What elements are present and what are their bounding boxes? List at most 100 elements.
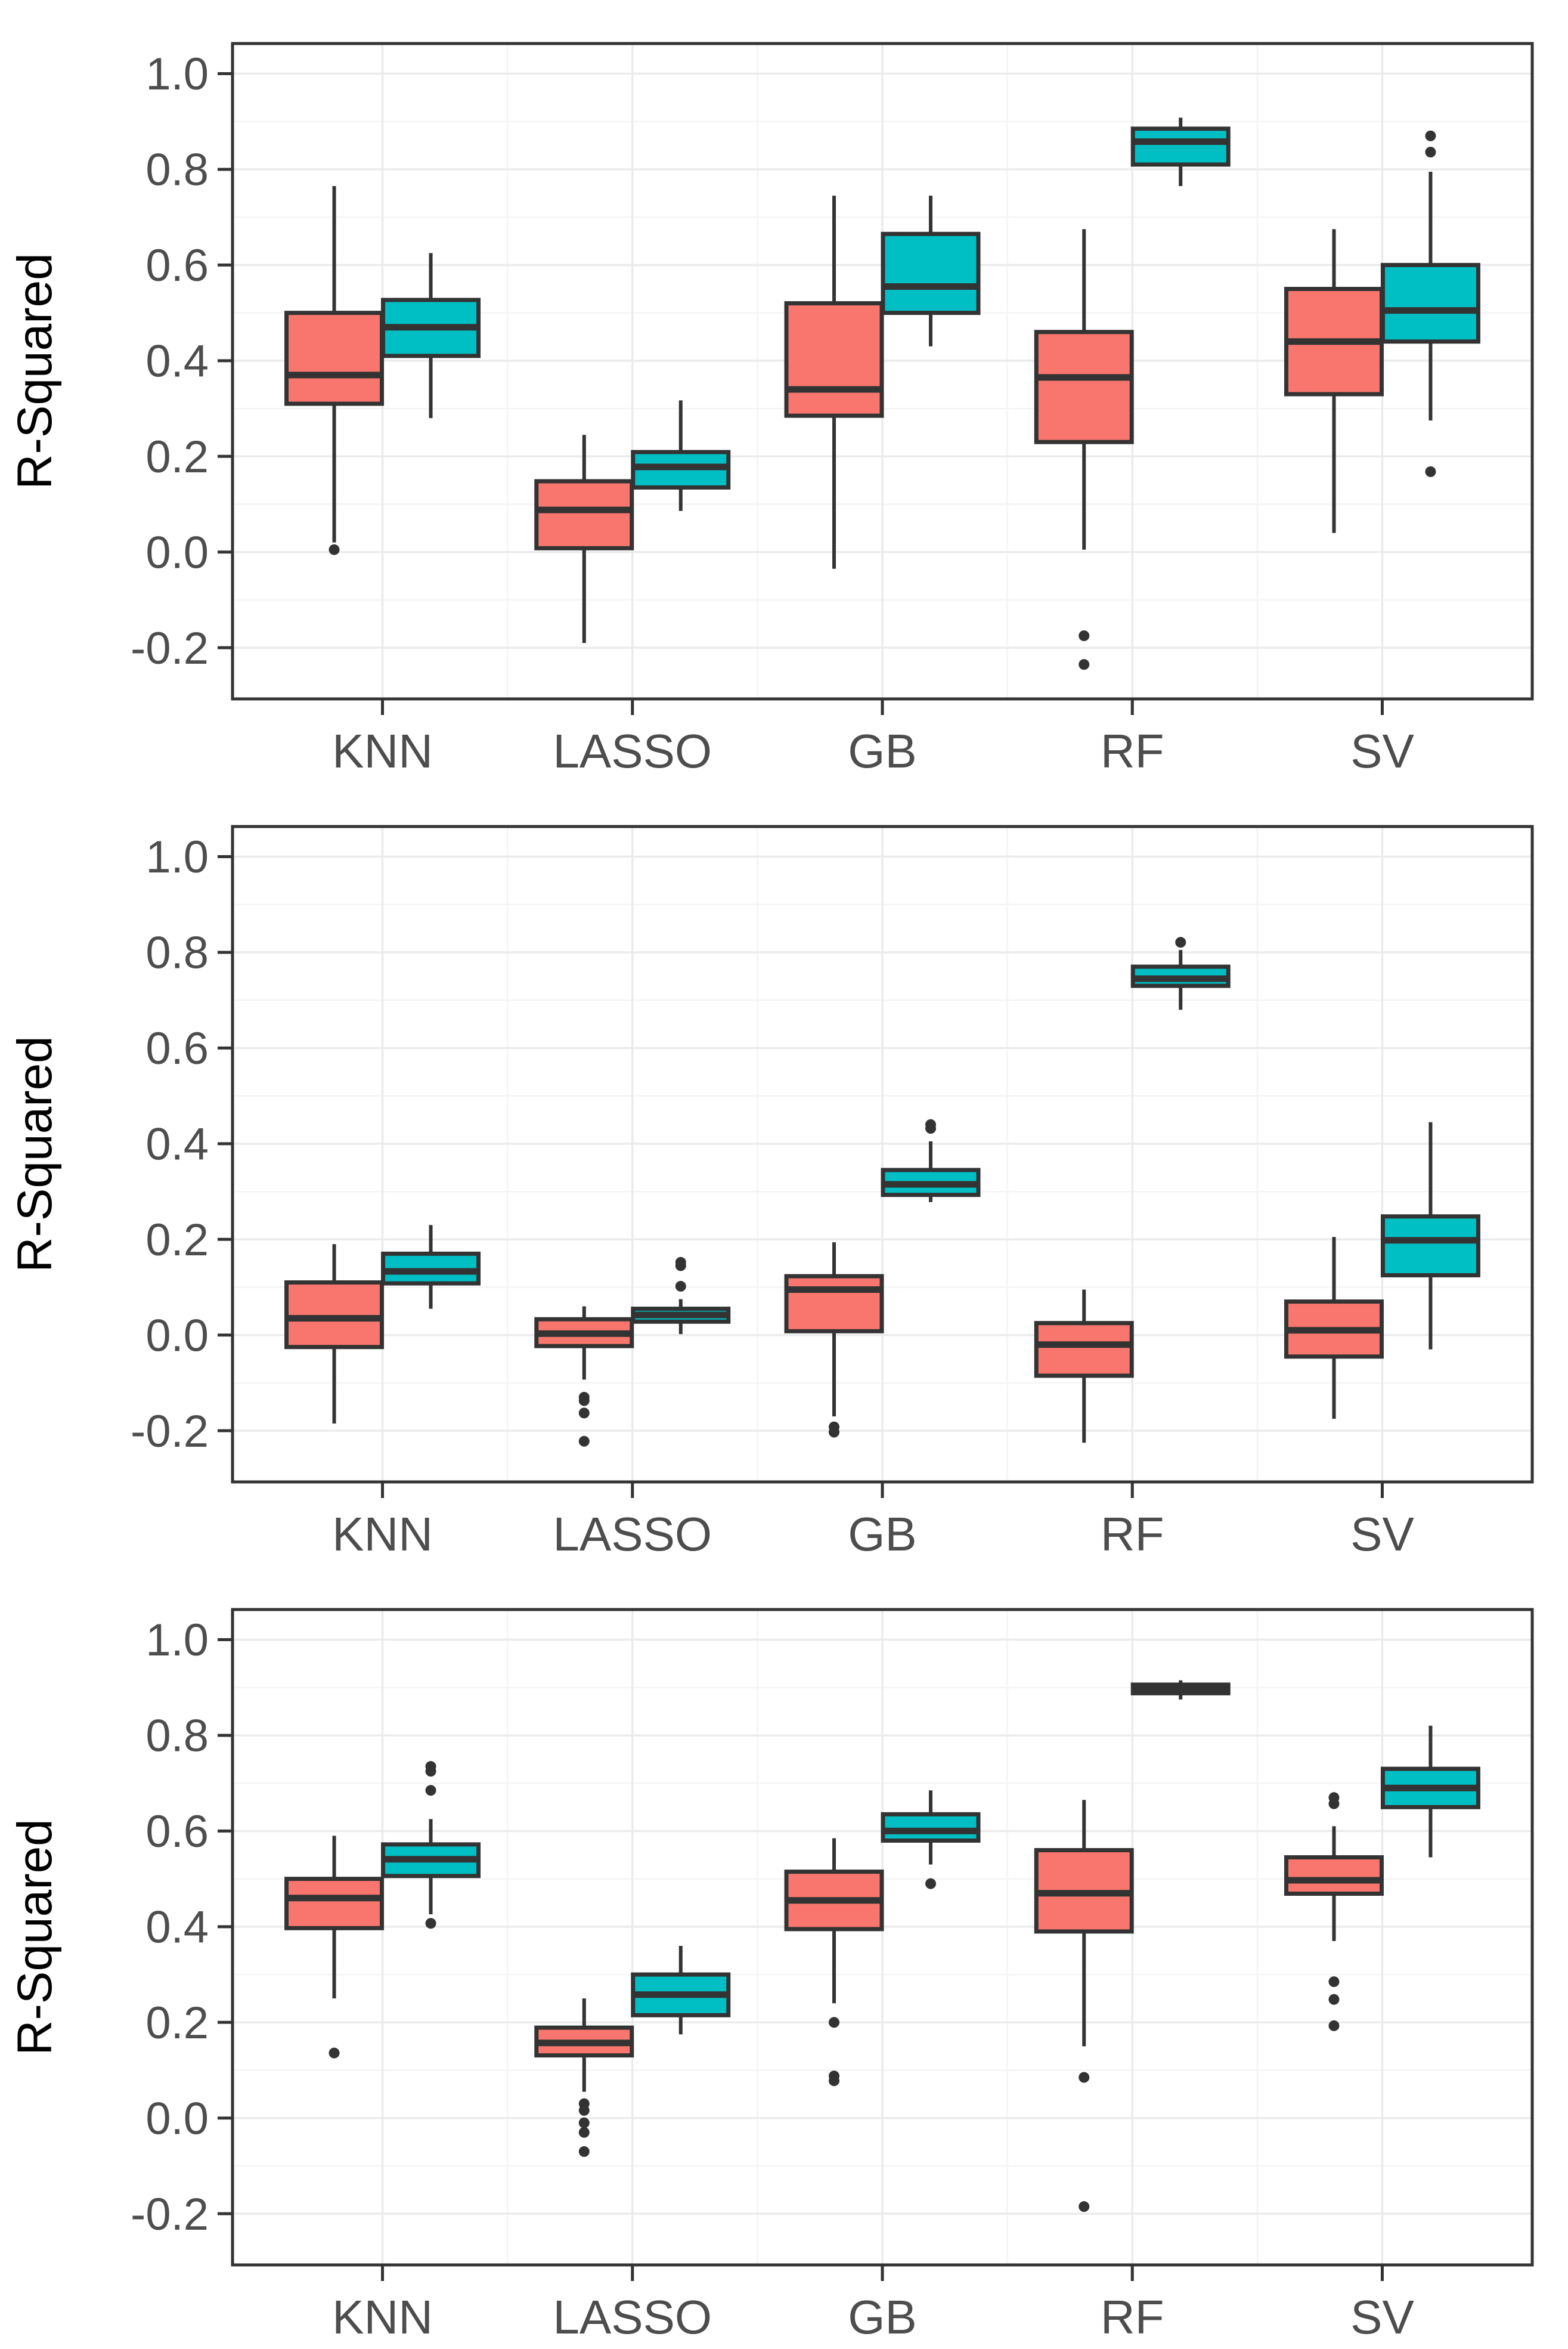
- panel-1-rf-red-box: [1034, 229, 1134, 670]
- panel-1-gb-red-box: [784, 196, 884, 569]
- panel-2-knn-teal-box: [381, 1225, 481, 1309]
- panel-1-y-tick-label-1.0: 1.0: [145, 49, 209, 100]
- panel-2-sv-teal-box: [1380, 1122, 1480, 1350]
- panel-2-x-tick-label-knn: KNN: [332, 1508, 433, 1561]
- panel-2-border: [231, 825, 1534, 1484]
- panel-1-x-tick-label-gb: GB: [848, 725, 917, 778]
- panel-2-y-tick-label-0.0: 0.0: [145, 1310, 209, 1361]
- outlier-point: [675, 1280, 686, 1292]
- iqr-box: [1284, 1855, 1384, 1896]
- panel-3-knn-teal-box: [381, 1761, 481, 1929]
- iqr-box: [284, 311, 385, 406]
- panel-2-lasso-teal-box: [631, 1256, 731, 1335]
- iqr-box: [1034, 1321, 1134, 1378]
- panel-1-y-axis-title: R-Squared: [8, 253, 62, 490]
- panel-2-y-axis-title: R-Squared: [8, 1036, 62, 1273]
- panel-2-rf-teal-box: [1130, 937, 1231, 1010]
- panel-3-border: [231, 1608, 1534, 2267]
- outlier-point: [578, 1435, 590, 1447]
- iqr-box: [881, 1812, 981, 1843]
- panel-1-gb-teal-box: [881, 196, 981, 346]
- panel-1-y-tick-label-0.8: 0.8: [145, 145, 209, 196]
- panel-3-x-tick-label-knn: KNN: [332, 2291, 433, 2344]
- outlier-point: [1175, 937, 1186, 948]
- panel-3-x-tick-label-lasso: LASSO: [553, 2291, 712, 2344]
- panel-1-x-tick-label-sv: SV: [1350, 725, 1414, 778]
- outlier-point: [425, 1918, 436, 1929]
- panel-2-y-tick-label-0.6: 0.6: [145, 1023, 209, 1074]
- panel-2-sv-red-box: [1284, 1237, 1384, 1419]
- outlier-point: [578, 2127, 590, 2138]
- panel-2-x-tick-label-gb: GB: [848, 1508, 917, 1561]
- panel-2: 1.0 0.8 0.6 0.4 0.2 0.0 -0.2 KNN LASSO GB RF SV R-Sq…: [8, 825, 1534, 1561]
- panel-1-y-tick-label-0.6: 0.6: [145, 240, 209, 291]
- outlier-point: [1328, 1798, 1340, 1809]
- panel-3-gb-teal-box: [881, 1790, 981, 1889]
- outlier-point: [1328, 1976, 1340, 1988]
- panel-1-knn-red-box: [284, 186, 385, 555]
- panel-1-y-tick-label--0.2: -0.2: [131, 623, 209, 674]
- panel-3-x-tick-label-gb: GB: [848, 2291, 917, 2344]
- panel-3-y-tick-label-1.0: 1.0: [145, 1615, 209, 1666]
- panel-3-y-tick-label-0.8: 0.8: [145, 1711, 209, 1762]
- panel-2-y-tick-label-1.0: 1.0: [145, 832, 209, 883]
- iqr-box: [1380, 262, 1480, 344]
- outlier-point: [578, 2104, 590, 2116]
- iqr-box: [1380, 1214, 1480, 1277]
- panel-3-y-tick-label-0.6: 0.6: [145, 1806, 209, 1857]
- panel-3-rf-teal-box: [1130, 1680, 1231, 1700]
- panel-2-y-tick-label--0.2: -0.2: [131, 1406, 209, 1457]
- panel-3-gb-red-box: [784, 1838, 884, 2087]
- outlier-point: [1079, 659, 1090, 670]
- panel-3-knn-red-box: [284, 1836, 385, 2059]
- panel-3-y-axis-title: R-Squared: [8, 1819, 62, 2056]
- outlier-point: [925, 1123, 936, 1134]
- outlier-point: [1425, 147, 1436, 158]
- iqr-box: [784, 301, 884, 418]
- outlier-point: [829, 2075, 839, 2087]
- outlier-point: [578, 1407, 590, 1419]
- outlier-point: [329, 2047, 340, 2059]
- outlier-point: [1425, 130, 1436, 141]
- panel-2-x-tick-label-lasso: LASSO: [553, 1508, 712, 1561]
- panel-1: 1.0 0.8 0.6 0.4 0.2 0.0 -0.2 KNN LASSO GB RF SV R-Sq…: [8, 42, 1534, 778]
- panel-3-x-tick-label-sv: SV: [1350, 2291, 1414, 2344]
- panel-1-border: [231, 42, 1534, 701]
- panel-2-rf-red-box: [1034, 1289, 1134, 1443]
- iqr-box: [284, 1280, 385, 1350]
- panel-3-sv-teal-box: [1380, 1725, 1480, 1858]
- panel-1-x-tick-label-lasso: LASSO: [553, 725, 712, 778]
- panel-3-lasso-teal-box: [631, 1945, 731, 2035]
- iqr-box: [284, 1877, 385, 1930]
- panel-2-gb-red-box: [784, 1242, 884, 1438]
- panel-2-y-tick-label-0.8: 0.8: [145, 928, 209, 979]
- outlier-point: [578, 2117, 590, 2128]
- panel-3-lasso-red-box: [534, 1998, 634, 2157]
- panel-1-y-tick-label-0.0: 0.0: [145, 527, 209, 578]
- panel-3-rf-red-box: [1034, 1800, 1134, 2212]
- panel-1-x-tick-label-rf: RF: [1101, 725, 1164, 778]
- panel-2-gridlines-major: [233, 827, 1532, 1482]
- panel-1-y-tick-label-0.4: 0.4: [145, 336, 209, 386]
- panel-1-sv-teal-box: [1380, 130, 1480, 477]
- outlier-point: [329, 544, 340, 555]
- outlier-point: [578, 2146, 590, 2157]
- outlier-point: [1079, 630, 1090, 642]
- panel-1-lasso-red-box: [534, 435, 634, 643]
- iqr-box: [534, 479, 634, 550]
- iqr-box: [881, 231, 981, 315]
- outlier-point: [675, 1260, 686, 1271]
- panel-3-gridlines-major: [233, 1610, 1532, 2265]
- panel-3-y-tick-label-0.2: 0.2: [145, 1998, 209, 2048]
- panel-1-knn-teal-box: [381, 253, 481, 419]
- panel-2-knn-red-box: [284, 1244, 385, 1424]
- outlier-point: [1425, 466, 1436, 477]
- iqr-box: [1034, 330, 1134, 444]
- iqr-box: [784, 1274, 884, 1333]
- iqr-box: [1130, 126, 1231, 167]
- outlier-point: [1079, 2072, 1090, 2083]
- outlier-point: [578, 1395, 590, 1406]
- panel-2-x-tick-label-rf: RF: [1101, 1508, 1164, 1561]
- panel-3-y-tick-label-0.0: 0.0: [145, 2093, 209, 2144]
